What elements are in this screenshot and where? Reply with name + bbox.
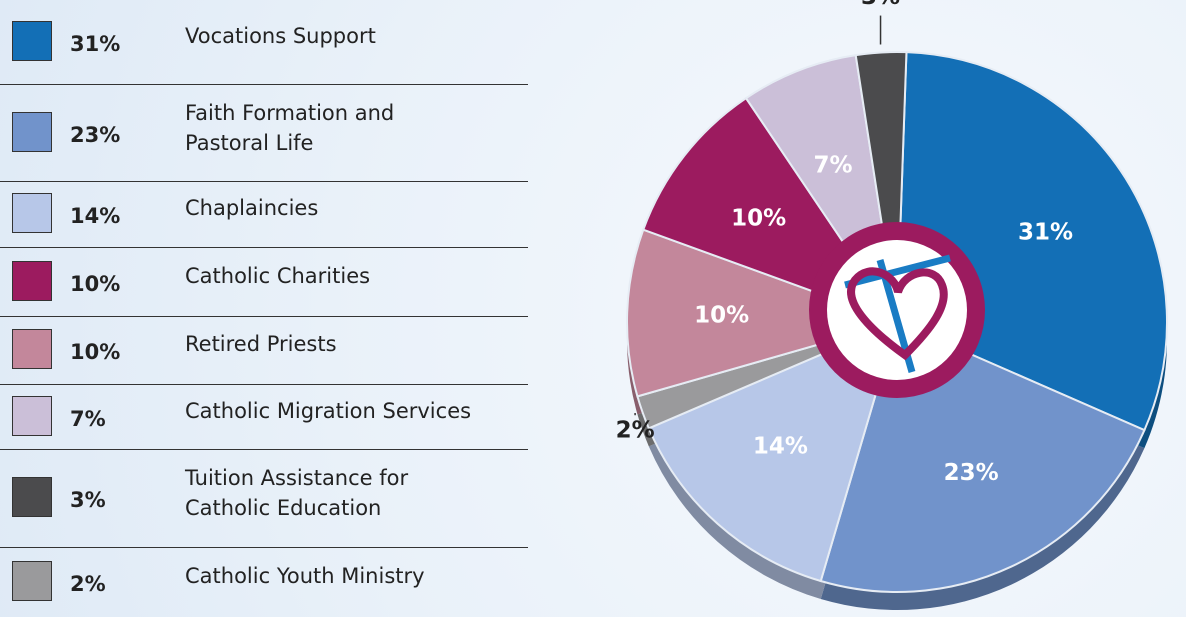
legend-label: Catholic Youth Ministry	[185, 563, 425, 588]
legend-value: 10%	[70, 271, 121, 296]
legend-value: 3%	[70, 488, 106, 512]
legend-label: Faith Formation and Pastoral Life	[185, 100, 395, 155]
legend-value: 31%	[70, 31, 121, 56]
legend-label: Retired Priests	[185, 332, 337, 356]
legend-row: 10% Catholic Charities	[0, 248, 528, 317]
legend-row: 31% Vocations Support	[0, 0, 528, 85]
slice-label: 10%	[694, 303, 749, 329]
legend-label: Vocations Support	[185, 23, 376, 48]
legend-swatch	[12, 560, 52, 601]
slice-label: 10%	[731, 205, 786, 231]
legend-row: 23% Faith Formation and Pastoral Life	[0, 85, 528, 182]
slice-label: 2%	[616, 417, 655, 443]
legend-swatch	[12, 111, 52, 152]
slice	[647, 320, 899, 583]
legend-swatch	[12, 20, 52, 61]
logo	[809, 222, 985, 398]
legend-value: 7%	[70, 406, 106, 431]
slice-label: 3%	[861, 0, 900, 10]
legend-label: Catholic Charities	[185, 263, 371, 288]
legend-row: 3% Tuition Assistance for Catholic Educat…	[0, 450, 528, 548]
slice-label: 23%	[944, 460, 999, 486]
legend-row: 7% Catholic Migration Services	[0, 385, 528, 450]
legend-value: 14%	[70, 204, 121, 228]
slice-label: 14%	[753, 434, 808, 460]
legend-value: 23%	[70, 122, 121, 147]
legend-value: 10%	[70, 340, 121, 364]
legend-swatch	[12, 329, 52, 369]
legend-row: 2% Catholic Youth Ministry	[0, 548, 528, 617]
legend-value: 2%	[70, 571, 106, 596]
slice-label: 7%	[813, 153, 852, 179]
legend-swatch	[12, 260, 52, 301]
legend-label: Chaplaincies	[185, 196, 319, 220]
slice	[626, 228, 901, 398]
legend-row: 10% Retired Priests	[0, 317, 528, 385]
legend-swatch	[12, 395, 52, 436]
legend-swatch	[12, 477, 52, 517]
legend-label: Tuition Assistance for Catholic Educatio…	[185, 466, 409, 520]
logo-heart	[847, 267, 948, 361]
legend-label: Catholic Migration Services	[185, 398, 472, 423]
slice-label: 31%	[1018, 219, 1073, 245]
legend-row: 14% Chaplaincies	[0, 182, 528, 248]
legend-swatch	[12, 193, 52, 233]
logo-cross	[844, 254, 951, 289]
slice-labels: 31% 23% 14% 2% 10% 10% 7% 3%	[616, 0, 1073, 486]
legend: 31% Vocations Support 23% Faith Formation a…	[0, 0, 528, 617]
